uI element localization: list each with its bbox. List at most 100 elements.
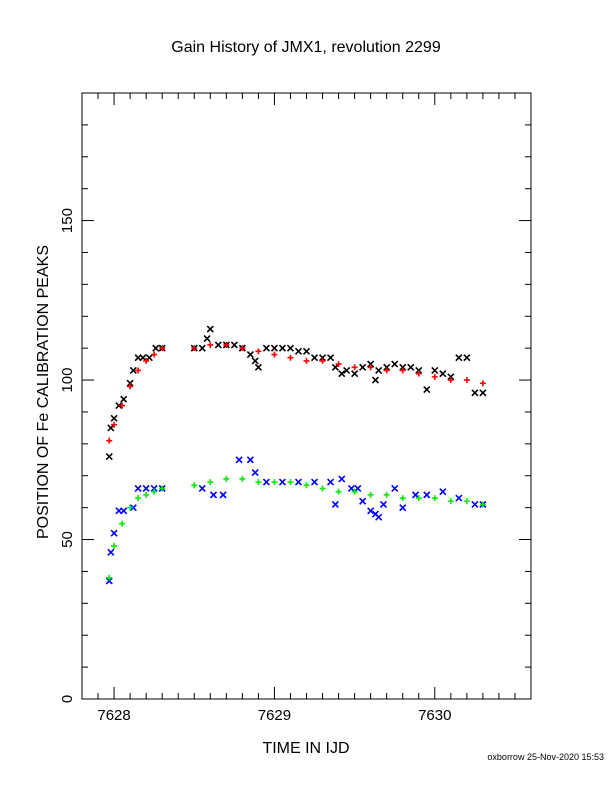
data-point	[139, 354, 147, 362]
data-point	[223, 475, 230, 482]
data-point	[214, 341, 222, 349]
data-point	[335, 361, 342, 368]
data-point	[303, 357, 310, 364]
axes: 7628 7629 7630 0 50 100 150	[59, 92, 532, 724]
data-point	[203, 335, 211, 343]
data-point	[207, 479, 214, 486]
data-point	[120, 395, 128, 403]
data-point	[367, 360, 375, 368]
data-point	[331, 500, 339, 509]
data-point	[351, 370, 359, 378]
data-point	[127, 383, 134, 390]
data-point	[151, 351, 158, 358]
data-point	[351, 364, 358, 371]
series-0	[105, 325, 487, 461]
data-point	[262, 344, 270, 352]
data-point	[246, 456, 254, 464]
data-point	[379, 500, 388, 509]
data-point	[310, 478, 319, 486]
data-point	[310, 354, 319, 362]
x-tick-label: 7629	[258, 707, 291, 724]
data-point	[354, 484, 362, 493]
data-point	[191, 482, 198, 489]
data-point	[107, 424, 115, 432]
data-point	[383, 367, 390, 374]
data-point	[191, 345, 198, 352]
data-point	[294, 478, 303, 486]
data-point	[251, 357, 259, 365]
data-point	[105, 453, 113, 461]
data-point	[145, 354, 153, 362]
data-point	[129, 366, 137, 375]
data-point	[447, 498, 454, 505]
data-point	[152, 344, 160, 352]
data-point	[254, 363, 262, 371]
data-point	[318, 354, 327, 362]
data-point	[447, 377, 454, 384]
data-point	[135, 367, 142, 374]
data-point	[431, 373, 438, 380]
data-point	[294, 347, 303, 355]
data-point	[262, 478, 270, 486]
data-point	[159, 345, 166, 352]
data-point	[431, 366, 439, 375]
data-point	[367, 364, 374, 371]
data-point	[278, 344, 287, 352]
data-point	[198, 344, 206, 352]
data-point	[230, 341, 238, 349]
data-point	[407, 363, 415, 371]
data-point	[107, 548, 115, 556]
data-point	[455, 494, 463, 502]
data-point	[319, 485, 326, 492]
data-point	[415, 370, 422, 377]
data-point	[106, 574, 113, 581]
data-point	[287, 479, 294, 486]
data-point	[463, 377, 470, 384]
data-point	[303, 482, 310, 489]
data-marks	[105, 325, 487, 585]
data-point	[423, 386, 431, 394]
y-tick-label: 50	[59, 531, 76, 548]
data-point	[206, 325, 214, 333]
data-point	[326, 354, 335, 362]
data-point	[270, 344, 278, 352]
data-point	[335, 488, 342, 495]
data-point	[431, 495, 438, 502]
data-point	[143, 357, 150, 364]
data-point	[255, 479, 262, 486]
data-point	[251, 468, 259, 477]
data-point	[326, 478, 335, 486]
data-point	[126, 379, 134, 387]
data-point	[351, 488, 358, 495]
y-tick-label: 150	[59, 208, 76, 233]
data-point	[463, 498, 470, 505]
data-point	[383, 491, 390, 498]
data-point	[415, 495, 422, 502]
data-point	[367, 507, 375, 515]
data-point	[423, 491, 431, 499]
data-point	[143, 491, 150, 498]
chart-title: Gain History of JMX1, revolution 2299	[171, 39, 441, 56]
data-point	[399, 495, 406, 502]
data-point	[120, 507, 128, 515]
data-point	[447, 373, 455, 381]
data-point	[207, 341, 214, 348]
data-point	[479, 380, 486, 387]
data-point	[119, 402, 126, 409]
data-point	[302, 347, 311, 355]
data-point	[479, 389, 487, 397]
data-point	[110, 529, 118, 537]
data-point	[286, 344, 295, 352]
data-point	[142, 484, 150, 493]
data-point	[471, 389, 479, 397]
series-3	[106, 475, 486, 581]
data-point	[399, 367, 406, 374]
data-point	[359, 363, 367, 371]
data-point	[371, 376, 380, 384]
data-point	[223, 341, 230, 348]
data-point	[439, 488, 447, 496]
series-2	[105, 456, 487, 585]
data-point	[271, 351, 278, 358]
data-point	[479, 501, 486, 508]
